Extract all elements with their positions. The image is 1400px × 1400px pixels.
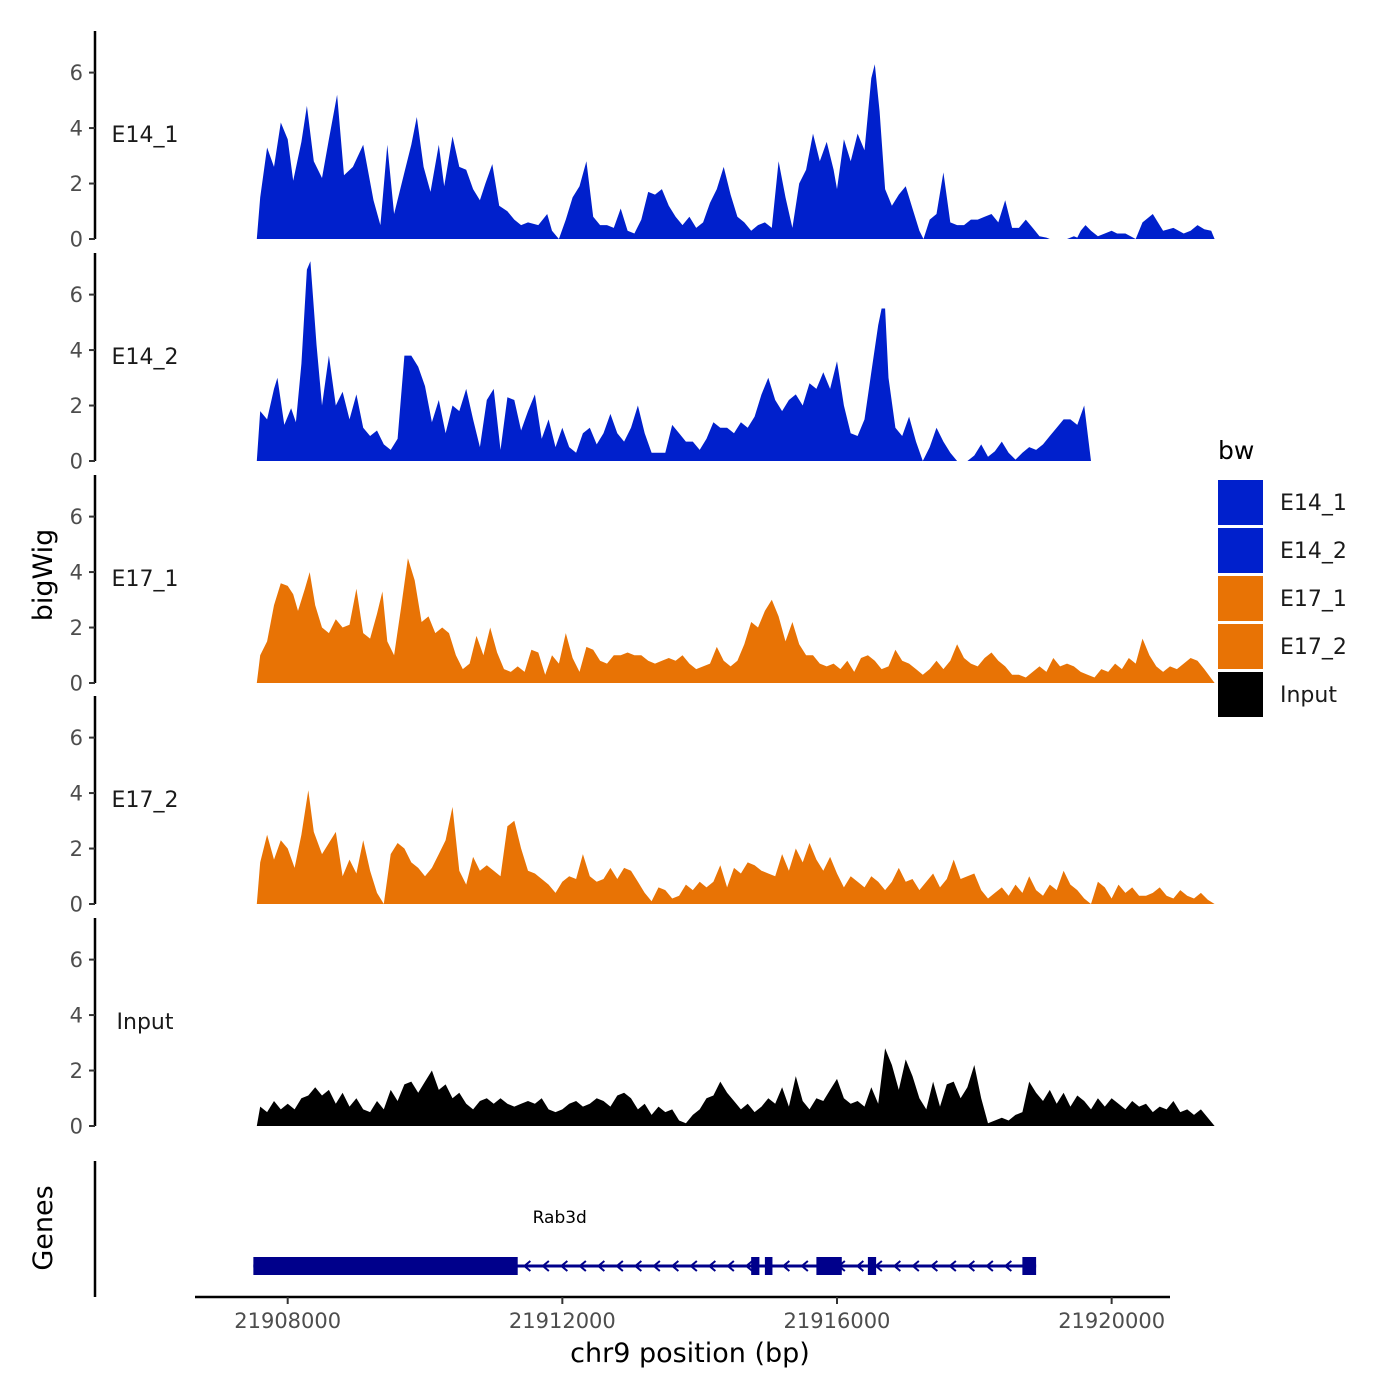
legend-label: E17_2 <box>1280 635 1347 660</box>
x-axis: 21908000 21912000 21916000 21920000 <box>195 1295 1170 1333</box>
strand-arrow <box>892 1260 902 1272</box>
y-tick-label: 0 <box>70 228 83 252</box>
panel-label: E14_1 <box>112 123 179 148</box>
strand-arrow <box>966 1260 976 1272</box>
coverage-area-e14-2 <box>256 261 1091 461</box>
strand-arrow <box>929 1260 939 1272</box>
legend-swatch <box>1218 528 1263 573</box>
strand-arrow <box>615 1260 624 1272</box>
y-tick-label: 0 <box>70 450 83 474</box>
gene-name-label: Rab3d <box>533 1208 587 1228</box>
legend-swatch <box>1218 624 1263 669</box>
y-tick-label: 6 <box>70 726 83 750</box>
y-tick-label: 4 <box>70 339 83 363</box>
legend-swatch <box>1218 480 1263 525</box>
exon <box>816 1257 842 1275</box>
strand-arrow <box>948 1260 957 1272</box>
legend-swatch <box>1218 576 1263 621</box>
strand-arrow <box>652 1260 661 1272</box>
panel-input: 0 2 4 6 Input <box>70 918 1215 1139</box>
legend-swatch <box>1218 672 1263 717</box>
panel-e14-1: 0 2 4 6 E14_1 <box>70 31 1215 252</box>
x-tick-label: 21912000 <box>509 1309 616 1333</box>
legend-label: E14_2 <box>1280 539 1347 564</box>
legend-label: E17_1 <box>1280 587 1347 612</box>
exon <box>867 1257 877 1275</box>
strand-arrow <box>744 1260 754 1272</box>
panel-e17-1: 0 2 4 6 E17_1 <box>70 475 1215 696</box>
strand-arrow <box>596 1260 606 1272</box>
y-tick-label: 6 <box>70 948 83 972</box>
y-tick-label: 2 <box>70 172 83 196</box>
x-axis-title: chr9 position (bp) <box>570 1338 810 1369</box>
y-tick-label: 2 <box>70 394 83 418</box>
exon <box>1022 1257 1037 1275</box>
strand-arrow <box>855 1260 865 1272</box>
y-tick-label: 2 <box>70 1059 83 1083</box>
coverage-area-e17-1 <box>256 558 1215 683</box>
y-tick-label: 6 <box>70 505 83 529</box>
strand-arrow <box>800 1260 809 1272</box>
y-axis-title: bigWig <box>28 529 59 622</box>
exon <box>751 1257 760 1275</box>
strand-arrow <box>633 1260 643 1272</box>
coverage-area-e17-2 <box>256 790 1215 904</box>
panel-e14-2: 0 2 4 6 E14_2 <box>70 253 1091 474</box>
legend-label: E14_1 <box>1280 491 1347 516</box>
panel-label: E14_2 <box>112 345 179 370</box>
coverage-area-e14-1 <box>256 64 1215 239</box>
y-tick-label: 0 <box>70 672 83 696</box>
strand-arrow <box>985 1260 994 1272</box>
legend-title: bw <box>1218 436 1254 465</box>
strand-arrow <box>578 1260 587 1272</box>
y-tick-label: 4 <box>70 117 83 141</box>
strand-arrow <box>670 1260 680 1272</box>
y-tick-label: 0 <box>70 893 83 917</box>
exon <box>764 1257 773 1275</box>
coverage-panels: 0 2 4 6 E14_1 0 2 4 6 E14_2 0 2 4 6 E17_1 0 2 4 6 E17_2 0 2 4 6… <box>70 31 1215 1139</box>
panel-label: E17_2 <box>112 788 179 813</box>
strand-arrow <box>689 1260 698 1272</box>
legend: bw E14_1 E14_2 E17_1 E17_2 Input <box>1218 436 1347 717</box>
strand-arrow <box>559 1260 569 1272</box>
y-tick-label: 6 <box>70 61 83 85</box>
strand-arrow <box>911 1260 920 1272</box>
exon <box>253 1257 518 1275</box>
strand-arrow <box>541 1260 550 1272</box>
panel-label: E17_1 <box>112 567 179 592</box>
strand-arrow <box>522 1260 532 1272</box>
y-tick-label: 6 <box>70 283 83 307</box>
strand-arrow <box>707 1260 717 1272</box>
coverage-area-input <box>256 1048 1215 1126</box>
strand-arrow <box>781 1260 791 1272</box>
y-tick-label: 4 <box>70 782 83 806</box>
y-tick-label: 2 <box>70 616 83 640</box>
x-tick-label: 21908000 <box>234 1309 341 1333</box>
strand-arrow <box>726 1260 735 1272</box>
x-tick-label: 21916000 <box>784 1309 891 1333</box>
x-tick-label: 21920000 <box>1058 1309 1165 1333</box>
y-tick-label: 2 <box>70 837 83 861</box>
legend-label: Input <box>1280 683 1337 708</box>
gene-track: Rab3d <box>93 1161 1037 1297</box>
y-tick-label: 4 <box>70 561 83 585</box>
genes-axis-title: Genes <box>28 1185 59 1270</box>
panel-label: Input <box>117 1010 174 1035</box>
y-tick-label: 4 <box>70 1004 83 1028</box>
y-tick-label: 0 <box>70 1115 83 1139</box>
panel-e17-2: 0 2 4 6 E17_2 <box>70 696 1215 917</box>
strand-arrow <box>1003 1260 1013 1272</box>
